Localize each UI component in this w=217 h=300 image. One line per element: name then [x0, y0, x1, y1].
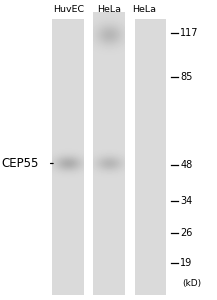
Text: CEP55: CEP55 — [1, 157, 38, 170]
Text: (kD): (kD) — [182, 279, 201, 288]
Text: HeLa: HeLa — [132, 4, 156, 14]
Text: HuvEC: HuvEC — [53, 4, 84, 14]
Text: 34: 34 — [180, 196, 192, 206]
Text: 26: 26 — [180, 227, 192, 238]
Text: HeLa: HeLa — [98, 4, 122, 14]
Text: 117: 117 — [180, 28, 199, 38]
Text: 85: 85 — [180, 71, 192, 82]
Text: 19: 19 — [180, 257, 192, 268]
Text: 48: 48 — [180, 160, 192, 170]
